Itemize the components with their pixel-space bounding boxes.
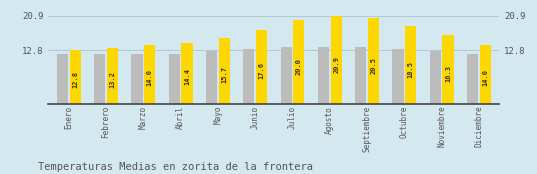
Bar (256, 30, 267, 104)
Bar (107, 49, 118, 104)
Text: 20.0: 20.0 (296, 58, 302, 75)
Bar (442, 35, 454, 104)
Bar (206, 52, 217, 104)
Bar (430, 52, 441, 104)
Bar (393, 49, 404, 104)
Text: 16.3: 16.3 (445, 65, 451, 82)
Bar (57, 54, 68, 104)
Text: 18.5: 18.5 (408, 61, 413, 78)
Text: 15.7: 15.7 (221, 66, 227, 83)
Bar (368, 18, 379, 104)
Bar (182, 43, 193, 104)
Bar (219, 38, 230, 104)
Text: 17.6: 17.6 (259, 62, 265, 79)
Bar (243, 49, 255, 104)
Bar (355, 47, 366, 104)
Bar (318, 47, 329, 104)
Text: 20.9: 20.9 (333, 56, 339, 73)
Bar (480, 45, 491, 104)
Bar (293, 20, 304, 104)
Text: Temperaturas Medias en zorita de la frontera: Temperaturas Medias en zorita de la fron… (38, 162, 313, 172)
Text: 14.0: 14.0 (482, 69, 488, 86)
Bar (467, 54, 478, 104)
Bar (132, 54, 143, 104)
Bar (144, 45, 155, 104)
Bar (169, 54, 180, 104)
Text: 12.8: 12.8 (72, 72, 78, 89)
Text: 13.2: 13.2 (110, 71, 115, 88)
Bar (405, 26, 416, 104)
Bar (94, 54, 105, 104)
Bar (70, 50, 81, 104)
Text: 14.4: 14.4 (184, 68, 190, 85)
Bar (331, 16, 342, 104)
Text: 20.5: 20.5 (371, 57, 376, 74)
Bar (280, 47, 292, 104)
Text: 14.0: 14.0 (147, 69, 153, 86)
